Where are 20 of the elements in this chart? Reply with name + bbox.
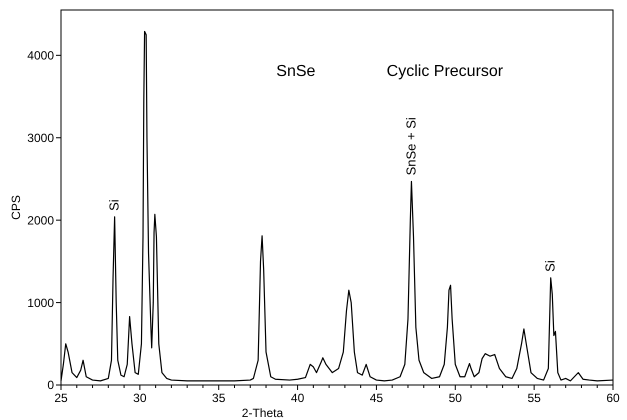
annotation: Si (542, 260, 558, 272)
x-tick-label: 45 (370, 391, 384, 405)
annotation: SnSe + Si (403, 117, 418, 176)
y-axis-title: CPS (9, 195, 23, 220)
y-tick-label: 2000 (27, 213, 54, 228)
text: Cyclic Precursor (386, 63, 504, 80)
y-tick-label: 1000 (27, 296, 54, 310)
x-tick-label: 35 (212, 391, 226, 405)
x-tick-label: 25 (54, 391, 68, 405)
y-tick-label: 0 (47, 378, 54, 392)
x-tick-label: 30 (133, 391, 147, 405)
x-tick-label: 55 (527, 391, 542, 405)
text: SnSe (276, 63, 316, 80)
annotation: Si (106, 199, 122, 211)
x-tick-label: 60 (606, 391, 620, 405)
y-tick-label: 4000 (27, 48, 54, 63)
x-tick-label: 40 (290, 391, 305, 405)
y-tick-label: 3000 (27, 130, 54, 145)
x-tick-label: 50 (448, 391, 462, 405)
x-axis-title: 2-Theta (242, 406, 284, 420)
